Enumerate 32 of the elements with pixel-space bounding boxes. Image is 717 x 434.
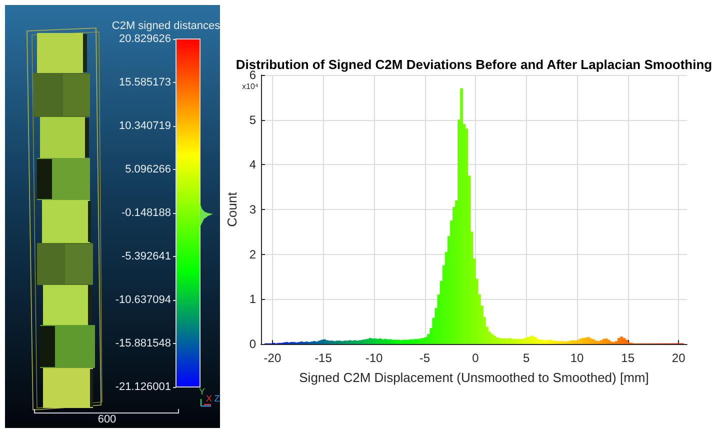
color-bar-label: -10.637094 bbox=[115, 294, 171, 306]
text: 600 bbox=[98, 414, 116, 426]
color-bar-label: -5.392641 bbox=[121, 250, 171, 262]
y-tick-label: 2 bbox=[249, 247, 256, 262]
y-tick-label: 4 bbox=[249, 158, 256, 172]
x-tick-label: -20 bbox=[264, 351, 282, 365]
color-bar-label: -15.881548 bbox=[115, 338, 171, 350]
text: x10⁴ bbox=[242, 82, 258, 91]
y-tick-label: 0 bbox=[249, 337, 256, 351]
x-tick-label: -10 bbox=[365, 351, 383, 365]
color-bar-label: 10.340719 bbox=[119, 120, 171, 132]
x-tick-label: -5 bbox=[419, 351, 430, 365]
x-tick-label: 20 bbox=[672, 351, 686, 365]
x-tick-label: 10 bbox=[570, 351, 584, 365]
x-tick-label: 0 bbox=[472, 351, 480, 365]
color-bar-label: 15.585173 bbox=[119, 76, 171, 88]
y-axis-title: Count bbox=[224, 192, 240, 227]
y-tick-label: 1 bbox=[249, 292, 256, 306]
y-tick-label: 3 bbox=[249, 202, 256, 216]
x-tick-label: 5 bbox=[522, 351, 530, 365]
x-tick-label: 15 bbox=[621, 351, 635, 365]
x-tick-label: -15 bbox=[314, 351, 332, 365]
text: Z bbox=[214, 394, 220, 404]
text: X bbox=[206, 394, 212, 404]
color-bar-label: -0.148188 bbox=[121, 207, 171, 219]
y-tick-label: 5 bbox=[249, 112, 256, 127]
x-axis-title: Signed C2M Displacement (Unsmoothed to Smoothed) [mm] bbox=[299, 370, 649, 385]
color-bar-label: 5.096266 bbox=[125, 164, 171, 176]
color-bar-label: -21.126001 bbox=[115, 381, 171, 393]
text: Y bbox=[198, 386, 206, 396]
color-bar-label: 20.829626 bbox=[119, 33, 171, 45]
color-bar-title: C2M signed distances bbox=[112, 20, 221, 32]
